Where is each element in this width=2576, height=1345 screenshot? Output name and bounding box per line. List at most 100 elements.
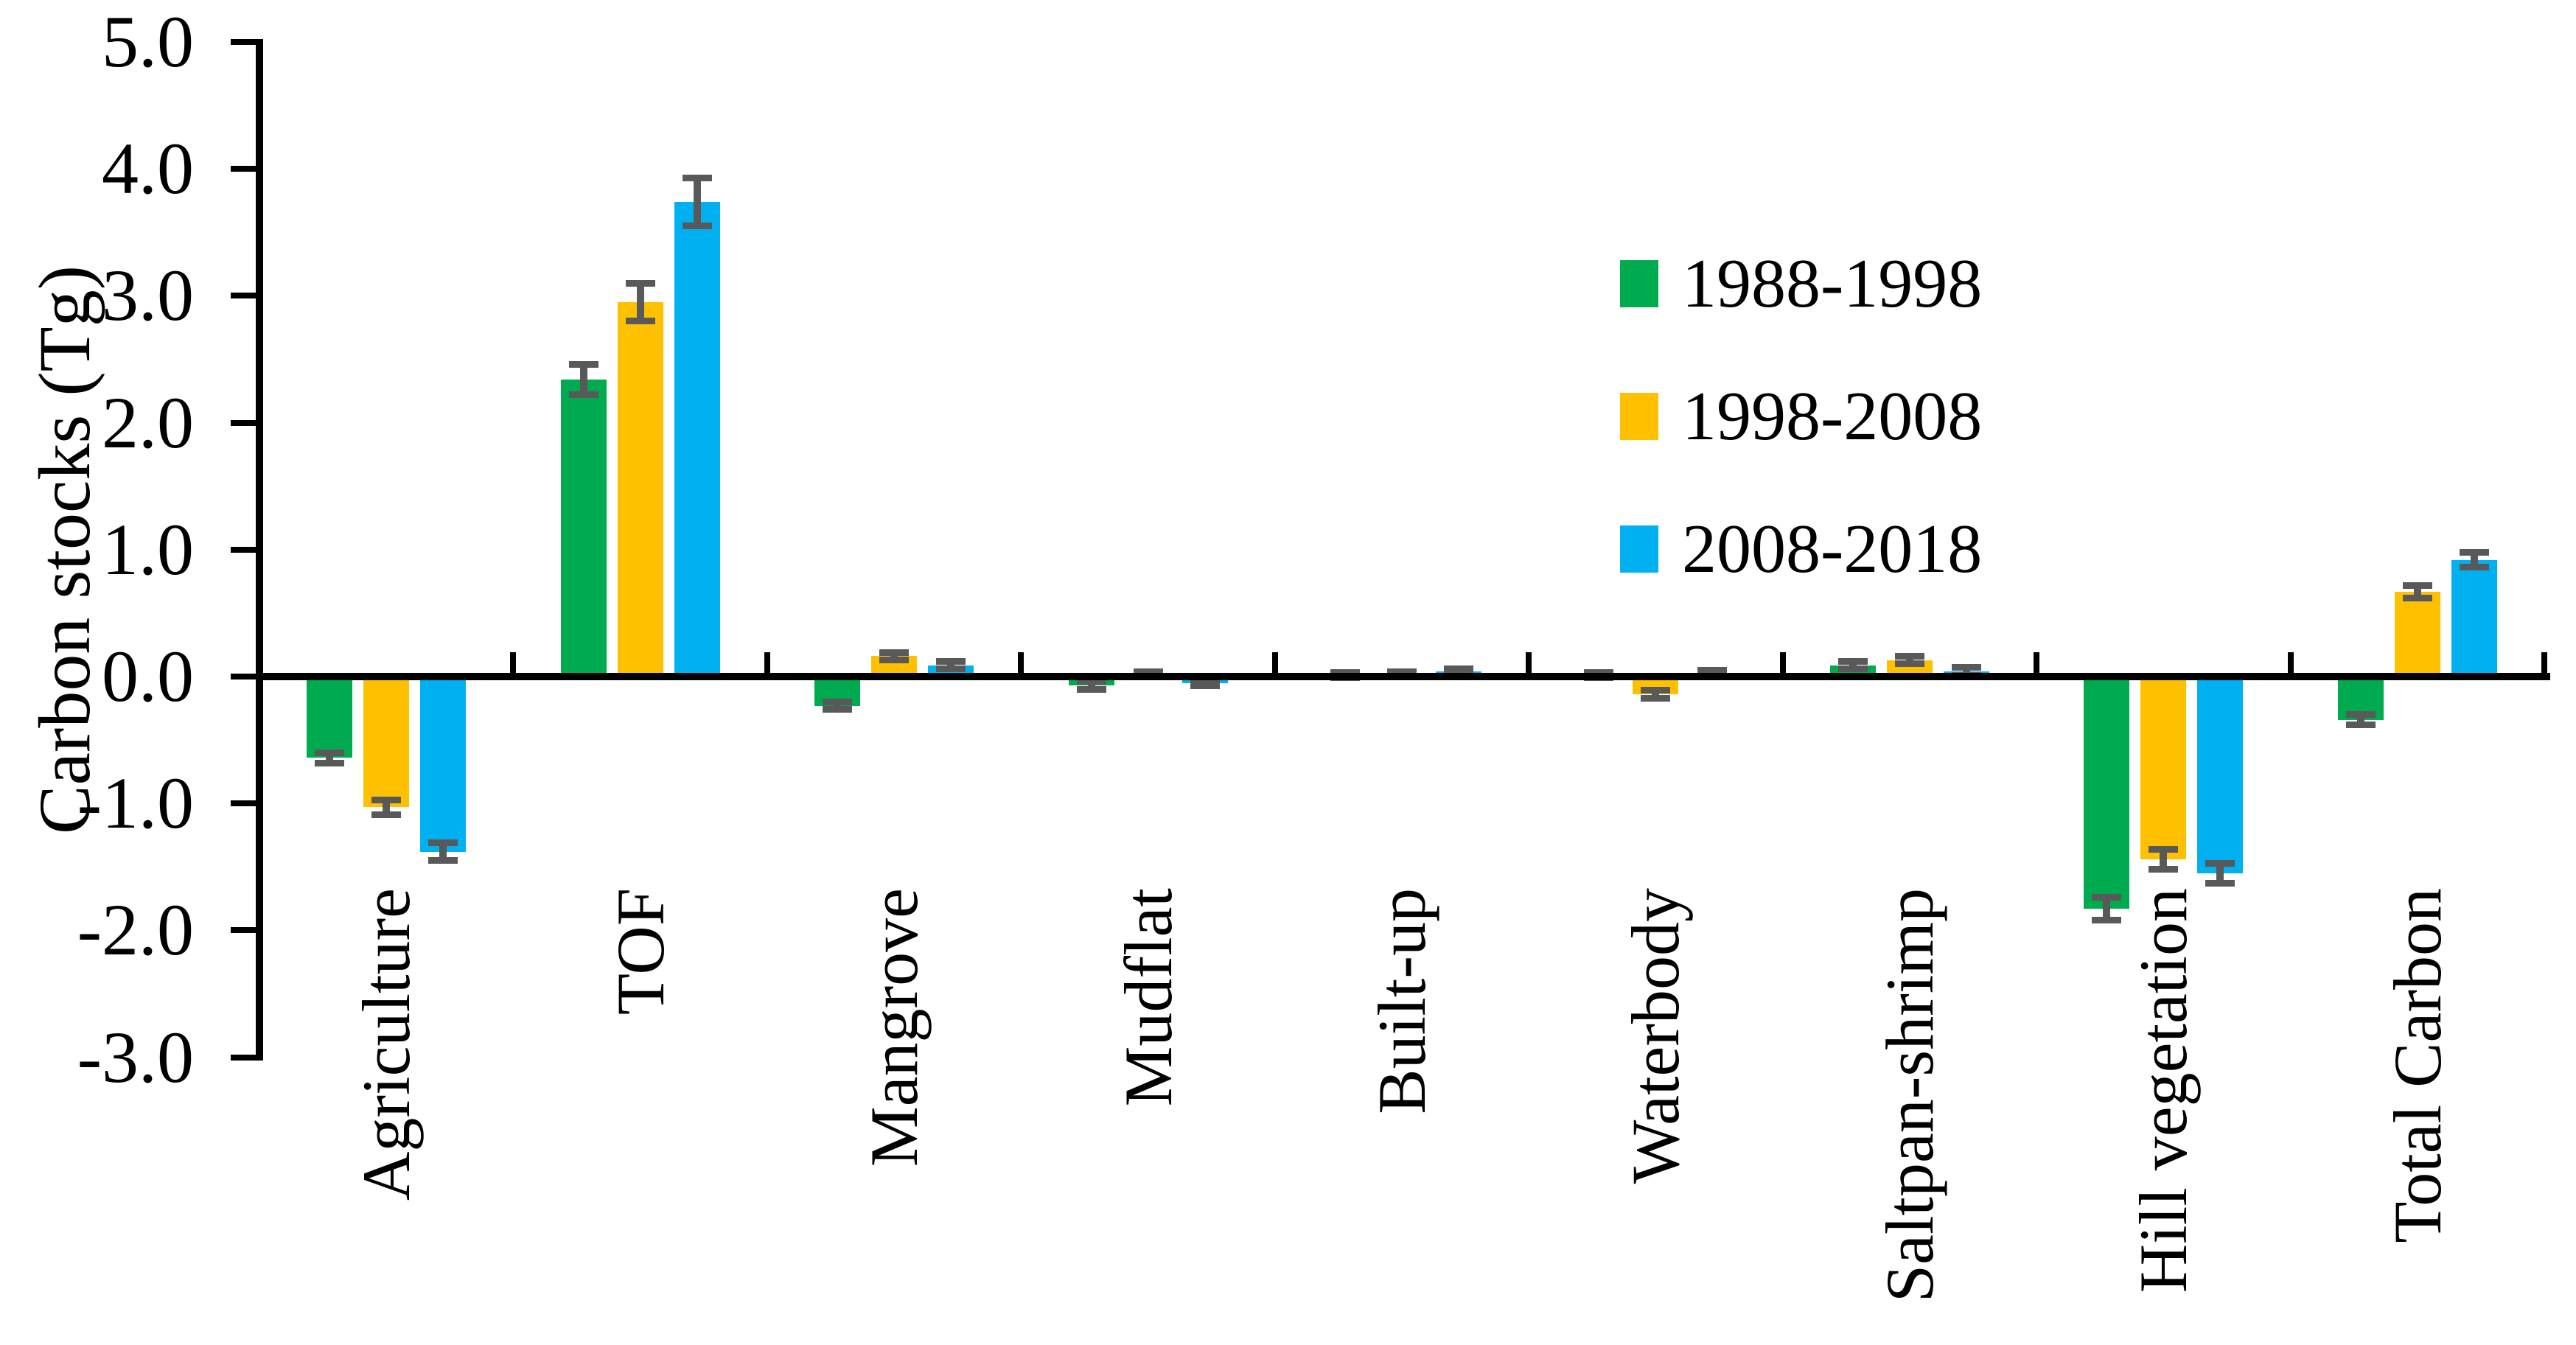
error-bar-cap bbox=[2205, 859, 2235, 867]
error-bar-stem bbox=[1849, 661, 1857, 669]
category-label: Mudflat bbox=[1110, 888, 1186, 1107]
y-tick bbox=[231, 546, 256, 553]
y-tick-label: 1.0 bbox=[102, 508, 194, 590]
category-label: Saltpan-shrimp bbox=[1871, 888, 1947, 1303]
error-bar-cap bbox=[879, 657, 910, 664]
error-bar-stem bbox=[1962, 667, 1970, 676]
bar-2008-2018-TOF bbox=[674, 201, 720, 677]
y-tick-label: 5.0 bbox=[102, 1, 194, 83]
error-bar-stem bbox=[2216, 863, 2224, 884]
bar-1988-1998-TOF bbox=[560, 380, 607, 677]
error-bar-cap bbox=[1330, 669, 1360, 677]
error-bar-cap bbox=[2149, 845, 2179, 853]
error-bar-cap bbox=[371, 796, 402, 803]
error-bar-cap bbox=[2205, 880, 2235, 887]
error-bar-cap bbox=[823, 698, 853, 705]
y-tick bbox=[231, 674, 256, 680]
error-bar-cap bbox=[625, 318, 655, 325]
error-bar-cap bbox=[2402, 594, 2432, 601]
error-bar-cap bbox=[1190, 682, 1220, 689]
error-bar-cap bbox=[1076, 685, 1106, 693]
category-label: Mangrove bbox=[856, 888, 932, 1167]
y-tick-label: 2.0 bbox=[102, 381, 194, 464]
error-bar-cap bbox=[625, 279, 655, 287]
x-tick bbox=[764, 652, 770, 677]
y-tick bbox=[231, 419, 256, 426]
error-bar-cap bbox=[2459, 548, 2489, 556]
error-bar-stem bbox=[439, 842, 447, 861]
error-bar-stem bbox=[383, 800, 391, 815]
x-tick bbox=[2034, 652, 2040, 677]
x-axis-line bbox=[256, 673, 2550, 680]
error-bar-cap bbox=[1584, 669, 1614, 677]
bar-1988-1998-Hill vegetation bbox=[2084, 677, 2130, 909]
error-bar-cap bbox=[315, 749, 345, 756]
y-tick bbox=[231, 800, 256, 807]
error-bar-stem bbox=[326, 752, 334, 764]
error-bar-cap bbox=[315, 759, 345, 766]
y-tick bbox=[231, 927, 256, 934]
bar-2008-2018-Agriculture bbox=[420, 677, 467, 852]
y-tick bbox=[231, 1054, 256, 1061]
y-tick-label: -1.0 bbox=[77, 762, 194, 845]
y-tick-label: 4.0 bbox=[102, 127, 194, 210]
bar-1998-2008-TOF bbox=[617, 302, 663, 677]
error-bar-cap bbox=[879, 649, 910, 656]
error-bar-stem bbox=[2413, 585, 2421, 598]
error-bar-cap bbox=[1076, 678, 1106, 685]
category-label: Hill vegetation bbox=[2126, 888, 2202, 1293]
error-bar-stem bbox=[947, 661, 955, 669]
error-bar-cap bbox=[2092, 894, 2122, 901]
legend-item: 1998-2008 bbox=[1620, 378, 1983, 455]
error-bar-cap bbox=[1387, 668, 1417, 675]
bar-2008-2018-Total Carbon bbox=[2451, 559, 2497, 677]
error-bar-stem bbox=[1652, 690, 1660, 699]
x-tick bbox=[1526, 652, 1532, 677]
error-bar-stem bbox=[636, 283, 644, 321]
bar-1998-2008-Agriculture bbox=[363, 677, 410, 808]
error-bar-cap bbox=[428, 857, 458, 864]
error-bar-cap bbox=[1133, 668, 1163, 675]
error-bar-cap bbox=[1837, 657, 1868, 665]
error-bar-stem bbox=[1087, 681, 1095, 690]
error-bar-cap bbox=[1697, 666, 1728, 674]
error-bar-cap bbox=[2345, 711, 2376, 719]
y-tick-label: 0.0 bbox=[102, 635, 194, 717]
error-bar-cap bbox=[2402, 581, 2432, 589]
y-axis-line bbox=[256, 39, 263, 1061]
y-tick-label: -2.0 bbox=[77, 889, 194, 971]
category-label: TOF bbox=[602, 888, 678, 1016]
legend-swatch bbox=[1620, 260, 1658, 307]
error-bar-cap bbox=[568, 360, 598, 368]
error-bar-stem bbox=[693, 178, 701, 226]
error-bar-cap bbox=[371, 811, 402, 819]
category-label: Total Carbon bbox=[2379, 888, 2455, 1243]
category-label: Built-up bbox=[1364, 888, 1439, 1114]
legend-label: 1988-1998 bbox=[1682, 245, 1983, 322]
x-tick bbox=[1018, 652, 1025, 677]
legend-label: 2008-2018 bbox=[1682, 511, 1983, 587]
category-label: Agriculture bbox=[349, 888, 425, 1201]
error-bar-stem bbox=[890, 652, 898, 660]
error-bar-cap bbox=[428, 839, 458, 847]
bar-2008-2018-Hill vegetation bbox=[2197, 677, 2244, 873]
error-bar-cap bbox=[2459, 564, 2489, 571]
error-bar-stem bbox=[579, 364, 587, 395]
category-label: Waterbody bbox=[1618, 888, 1694, 1184]
legend-label: 1998-2008 bbox=[1682, 378, 1983, 455]
y-tick bbox=[231, 39, 256, 45]
error-bar-cap bbox=[1641, 694, 1671, 702]
error-bar-cap bbox=[1951, 664, 1981, 671]
y-tick-label: -3.0 bbox=[77, 1016, 194, 1098]
error-bar-cap bbox=[936, 665, 966, 673]
x-tick bbox=[510, 652, 517, 677]
error-bar-stem bbox=[2160, 849, 2168, 870]
error-bar-cap bbox=[1190, 677, 1220, 684]
error-bar-stem bbox=[2470, 552, 2478, 567]
error-bar-stem bbox=[1905, 656, 1913, 664]
error-bar-stem bbox=[2356, 714, 2364, 725]
error-bar-cap bbox=[1641, 687, 1671, 694]
x-tick bbox=[1779, 652, 1786, 677]
legend-item: 2008-2018 bbox=[1620, 511, 1983, 587]
